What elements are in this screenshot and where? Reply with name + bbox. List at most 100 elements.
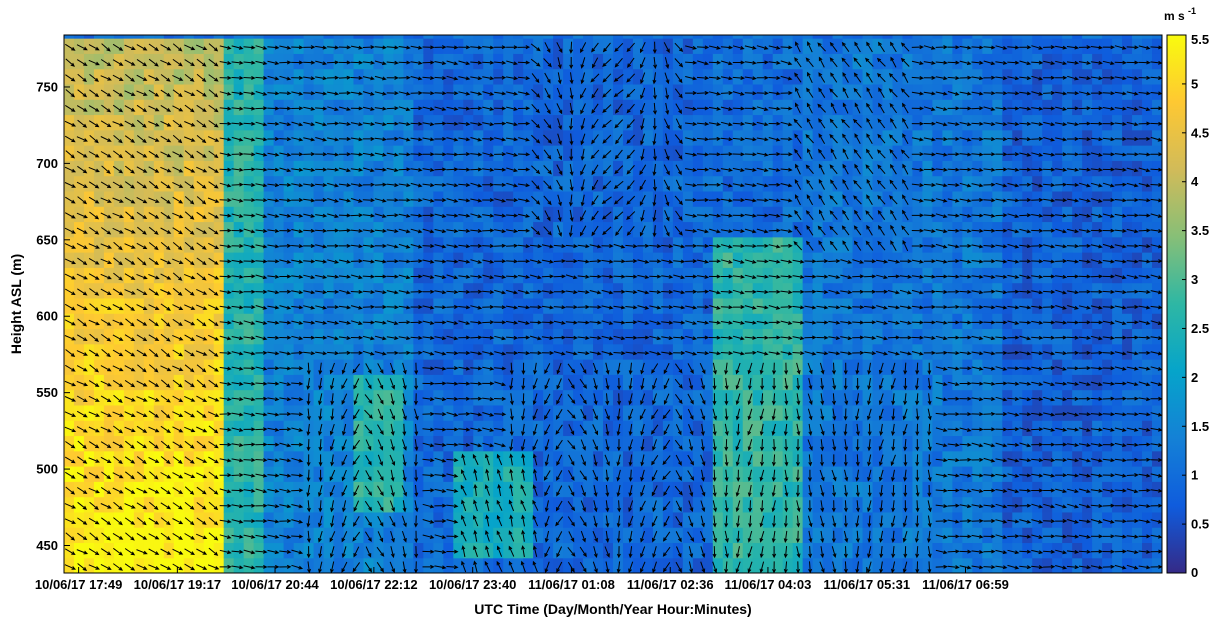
heatmap-cell [93,206,105,223]
heatmap-cell [133,221,145,238]
heatmap-cell [1082,420,1093,437]
heatmap-cell [493,145,504,161]
wind-vector [160,181,171,189]
wind-vector [88,426,100,433]
heatmap-cell [64,129,75,146]
heatmap-cell [752,389,764,406]
wind-vector [88,380,100,388]
wind-vector [136,58,148,67]
heatmap-cell [243,35,255,39]
heatmap-cell [742,542,754,559]
heatmap-cell [233,53,245,70]
heatmap-cell [253,236,265,253]
heatmap-cell [792,328,804,345]
heatmap-cell [593,35,604,39]
heatmap-cell [533,206,544,223]
heatmap-cell [453,160,464,177]
heatmap-cell [722,35,734,39]
heatmap-cell [752,267,764,284]
heatmap-cell [792,343,804,360]
heatmap-cell [762,511,774,528]
heatmap-cell [283,557,295,573]
wind-vector [77,165,88,174]
heatmap-cell [702,160,714,177]
heatmap-cell [992,68,1003,85]
wind-vector [255,244,268,249]
wind-vector [112,104,124,113]
heatmap-cell [892,99,904,116]
heatmap-cell [563,557,574,573]
heatmap-cell [692,190,704,207]
heatmap-cell [283,129,295,146]
wind-vector [112,197,124,203]
heatmap-cell [103,481,115,498]
heatmap-cell [453,374,464,391]
wind-vector [65,364,76,372]
heatmap-cell [383,252,394,268]
heatmap-cell [613,420,624,437]
heatmap-cell [493,35,504,39]
heatmap-cell [493,190,504,207]
wind-vector [65,89,76,98]
heatmap-cell [473,83,484,100]
heatmap-cell [413,511,424,528]
heatmap-cell [483,236,494,253]
heatmap-cell [772,267,784,284]
heatmap-cell [203,481,215,498]
heatmap-cell [1032,328,1043,345]
heatmap-cell [113,175,125,192]
heatmap-cell [64,359,75,375]
heatmap-cell [293,145,305,161]
heatmap-cell [563,496,574,513]
heatmap-cell [772,83,784,100]
heatmap-cell [682,35,694,39]
wind-vector [172,365,184,371]
heatmap-cell [493,83,504,100]
heatmap-cell [642,190,654,207]
wind-vector [113,563,124,571]
heatmap-cell [692,359,704,375]
wind-vector [243,458,256,462]
heatmap-cell [493,99,504,116]
heatmap-cell [213,53,225,70]
heatmap-cell [832,297,844,314]
heatmap-cell [942,450,953,467]
heatmap-cell [782,389,794,406]
heatmap-cell [722,297,734,314]
wind-vector [386,336,399,340]
heatmap-cell [1092,343,1103,360]
heatmap-cell [573,404,584,421]
heatmap-cell [652,35,664,39]
heatmap-cell [1122,466,1133,482]
heatmap-cell [333,481,345,498]
heatmap-cell [543,267,554,284]
heatmap-cell [523,420,534,437]
heatmap-cell [563,542,574,559]
heatmap-cell [523,527,534,544]
heatmap-cell [473,175,484,192]
wind-vector [64,518,77,524]
heatmap-cell [972,328,983,345]
heatmap-cell [812,129,824,146]
heatmap-cell [732,160,744,177]
heatmap-cell [103,297,115,314]
heatmap-cell [842,389,854,406]
heatmap-cell [343,282,355,299]
heatmap-cell [1102,114,1113,131]
heatmap-cell [1102,557,1113,573]
wind-vector [219,397,232,402]
wind-vector [160,120,172,127]
heatmap-cell [832,389,844,406]
heatmap-cell [662,267,674,284]
heatmap-cell [762,160,774,177]
heatmap-cell [1072,221,1083,238]
heatmap-cell [892,282,904,299]
heatmap-cell [1132,389,1143,406]
heatmap-cell [1122,38,1133,54]
heatmap-cell [253,129,265,146]
heatmap-cell [1062,359,1073,375]
wind-vector [231,397,244,402]
heatmap-cell [233,145,245,161]
heatmap-cell [752,466,764,482]
heatmap-cell [702,313,714,330]
